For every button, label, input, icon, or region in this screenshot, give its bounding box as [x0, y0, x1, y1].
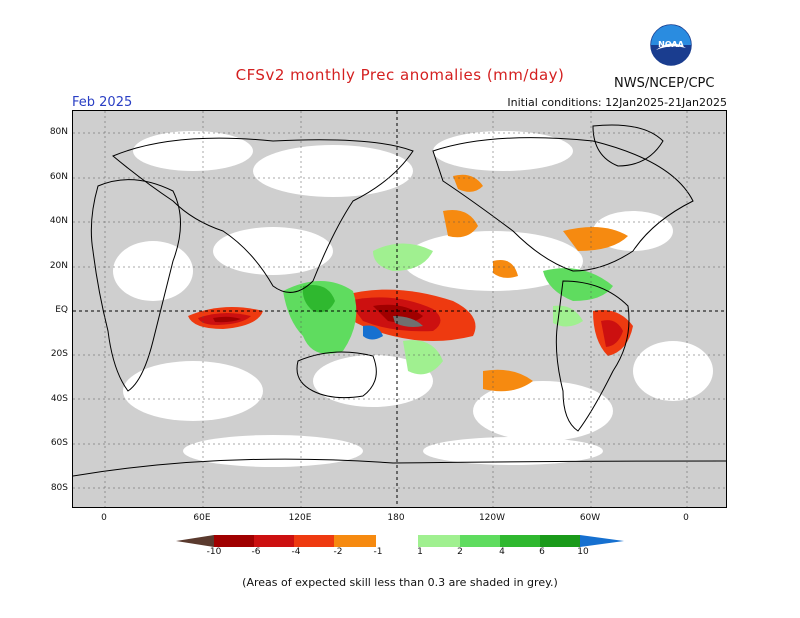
colorbar-segment-m4-m2 — [294, 535, 334, 547]
colorbar-segment-gt-10 — [580, 535, 624, 547]
graticule — [73, 111, 726, 507]
lat-label-20s: 20S — [50, 349, 68, 359]
colorbar-label: -4 — [291, 547, 301, 557]
lon-label-0: 0 — [101, 513, 107, 523]
skill-footnote: (Areas of expected skill less than 0.3 a… — [242, 576, 558, 589]
lon-label-60e: 60E — [193, 513, 211, 523]
noaa-logo: NOAA — [650, 24, 692, 66]
colorbar-label: 10 — [577, 547, 589, 557]
lat-label-60s: 60S — [50, 438, 68, 448]
lat-label-40s: 40S — [50, 394, 68, 404]
colorbar-label: 1 — [417, 547, 423, 557]
lon-label-0-east: 0 — [683, 513, 689, 523]
colorbar-segment-m6-m4 — [254, 535, 294, 547]
lat-label-20n: 20N — [49, 261, 68, 271]
agency-label: NWS/NCEP/CPC — [614, 76, 715, 91]
lat-label-80s: 80S — [50, 483, 68, 493]
colorbar-segment-m2-m1 — [334, 535, 376, 547]
colorbar-label: 6 — [539, 547, 545, 557]
colorbar-segment-lt-10 — [176, 535, 214, 547]
colorbar-segment-4-6 — [500, 535, 540, 547]
page-title: CFSv2 monthly Prec anomalies (mm/day) — [235, 66, 565, 84]
colorbar-segment-1-2 — [418, 535, 460, 547]
colorbar-segment-m10-m6 — [214, 535, 254, 547]
colorbar-segment-2-4 — [460, 535, 500, 547]
anomaly-patches — [188, 174, 633, 392]
logo-lettering: NOAA — [658, 40, 684, 49]
coastlines — [73, 124, 726, 477]
lon-label-120e: 120E — [288, 513, 312, 523]
colorbar-segment-6-10 — [540, 535, 580, 547]
lon-label-120w: 120W — [478, 513, 506, 523]
colorbar-label: -10 — [206, 547, 222, 557]
map-canvas — [73, 111, 726, 507]
colorbar-segment-m1-1 — [376, 535, 418, 547]
lat-label-eq: EQ — [55, 305, 68, 315]
colorbar-label: 4 — [499, 547, 505, 557]
forecast-month: Feb 2025 — [72, 95, 133, 110]
colorbar-label: -1 — [373, 547, 383, 557]
colorbar — [176, 535, 624, 547]
lon-label-60w: 60W — [579, 513, 601, 523]
lat-label-60n: 60N — [49, 172, 68, 182]
colorbar-label: -6 — [251, 547, 261, 557]
initial-conditions: Initial conditions: 12Jan2025-21Jan2025 — [507, 96, 727, 109]
precip-anomaly-map — [72, 110, 727, 508]
lat-label-40n: 40N — [49, 216, 68, 226]
lon-label-180: 180 — [387, 513, 405, 523]
colorbar-label: 2 — [457, 547, 463, 557]
lat-label-80n: 80N — [49, 127, 68, 137]
colorbar-label: -2 — [333, 547, 343, 557]
equator-dateline — [73, 111, 726, 507]
